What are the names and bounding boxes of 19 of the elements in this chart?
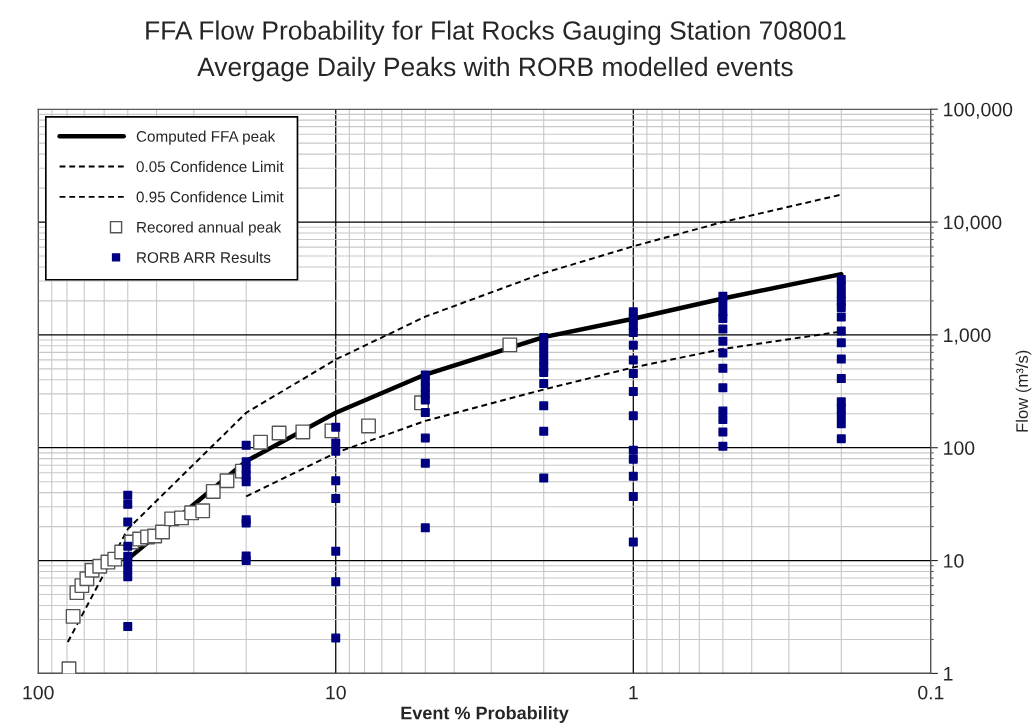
chart-subtitle: Avergage Daily Peaks with RORB modelled events	[197, 56, 793, 82]
y-tick-label: 1	[944, 667, 953, 681]
y-tick-label: 100,000	[944, 102, 1013, 119]
legend-label: Computed FFA peak	[136, 130, 276, 145]
legend-label: 0.05 Confidence Limit	[136, 160, 284, 173]
x-tick-label: 100	[23, 685, 54, 700]
y-tick-label: 1,000	[944, 328, 991, 345]
chart-title: FFA Flow Probability for Flat Rocks Gauging Station 708001	[146, 20, 846, 46]
x-tick-label: 0.1	[918, 685, 944, 700]
legend-label: Recored annual peak	[137, 221, 282, 236]
y-tick-label: 10,000	[944, 215, 1002, 232]
x-tick-label: 10	[326, 685, 346, 700]
y-tick-label: 100	[944, 441, 975, 455]
x-axis-title: Event % Probability	[401, 706, 569, 723]
legend-label: RORB ARR Results	[137, 251, 271, 263]
y-axis-title: Flow (m³/s)	[1015, 350, 1032, 432]
x-tick-label: 1	[629, 685, 638, 700]
legend-label: 0.95 Confidence Limit	[136, 191, 284, 203]
y-tick-label: 10	[944, 554, 964, 568]
